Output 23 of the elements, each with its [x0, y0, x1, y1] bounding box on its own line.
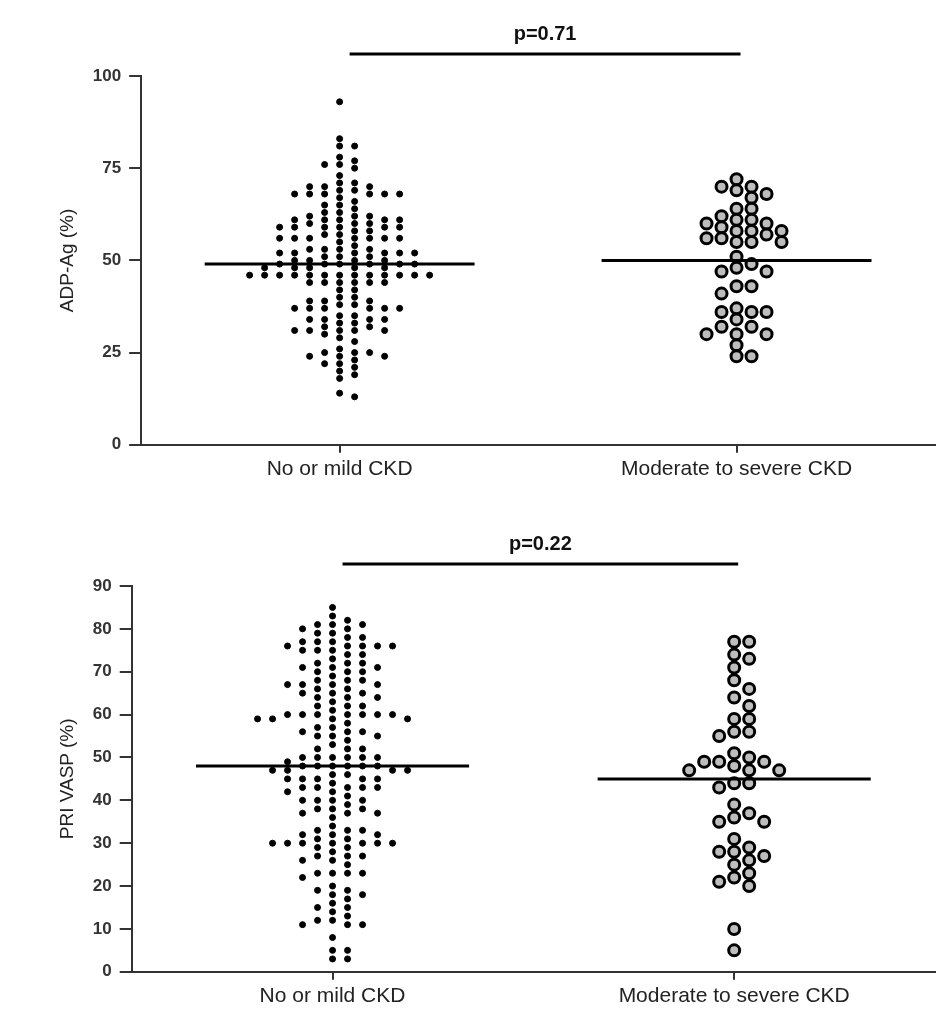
y-tick-label: 30 — [92, 832, 112, 852]
y-tick-label: 10 — [92, 918, 112, 938]
y-axis-title: PRI VASP (%) — [55, 718, 77, 840]
y-axis-title: ADP-Ag (%) — [55, 208, 77, 313]
y-tick-label: 40 — [92, 790, 112, 810]
y-tick-label: 70 — [92, 661, 112, 681]
x-tick-label: No or mild CKD — [259, 983, 406, 1007]
y-tick-label: 50 — [92, 747, 112, 767]
y-tick-label: 90 — [92, 575, 112, 595]
y-tick-label: 75 — [102, 157, 122, 177]
y-tick-label: 50 — [102, 250, 122, 270]
y-tick-label: 60 — [92, 704, 112, 724]
y-tick-label: 25 — [102, 342, 122, 362]
y-tick-label: 0 — [111, 434, 122, 454]
text: p=0.22 — [508, 531, 572, 554]
x-tick-label: Moderate to severe CKD — [620, 456, 853, 480]
text: p=0.71 — [513, 21, 577, 44]
x-tick-label: Moderate to severe CKD — [618, 983, 850, 1007]
y-tick-label: 80 — [92, 618, 112, 638]
y-tick-label: 100 — [92, 65, 122, 85]
y-tick-label: 20 — [92, 875, 112, 895]
y-tick-label: 0 — [102, 961, 112, 981]
x-tick-label: No or mild CKD — [266, 456, 413, 480]
